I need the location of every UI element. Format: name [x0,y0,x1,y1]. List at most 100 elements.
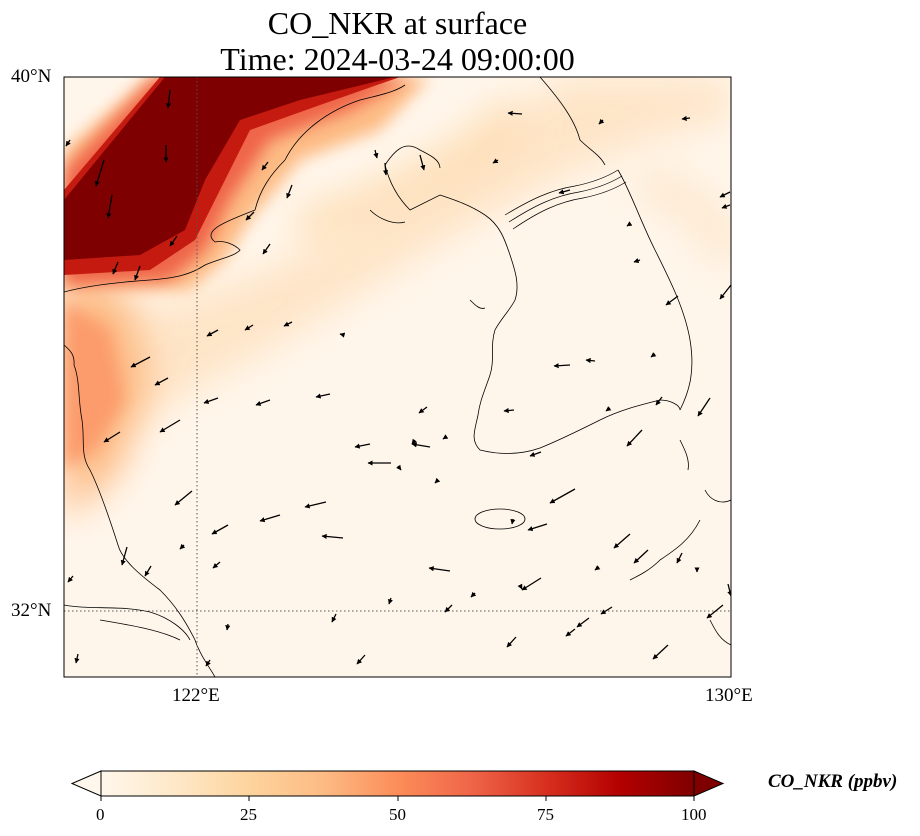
wind-vector [103,431,121,443]
wind-vector [259,514,281,523]
wind-vector [576,617,590,628]
wind-vector [600,606,613,615]
colorbar-tick-100: 100 [681,805,707,824]
wind-vector [356,654,366,665]
gridlines [64,77,731,677]
wind-vector [558,189,571,195]
wind-vector [373,149,379,159]
wind-vector [134,265,141,281]
wind-vector [598,118,605,125]
wind-vector [428,566,451,572]
wind-vector [626,221,633,227]
wind-vector [304,501,327,509]
wind-vector [419,154,426,171]
wind-vector [165,89,172,109]
wind-vector [492,158,499,164]
wind-vector [503,407,515,414]
wind-vector [553,363,571,369]
wind-vector [154,377,169,386]
wind-vector [721,203,731,209]
wind-vector [527,523,548,532]
lat-tick-40n: 40°N [11,66,52,87]
wind-vector [354,443,371,449]
colorbar [70,770,725,801]
wind-vector [283,321,293,327]
wind-vector [212,561,221,569]
wind-vector [655,396,663,406]
lon-tick-130e: 130°E [705,685,753,706]
wind-vector [388,597,393,605]
wind-vector [706,604,724,619]
wind-vector [315,393,331,399]
wind-vector [262,243,271,255]
wind-vector [652,644,669,660]
wind-vector [174,490,193,506]
wind-vector [205,659,211,667]
wind-vector [120,546,128,566]
colorbar-extend-min [70,770,102,797]
wind-vector [179,543,186,550]
wind-vector [697,397,711,417]
wind-vector [203,397,219,404]
wind-vector [169,235,178,247]
wind-vector [94,159,105,187]
wind-vector [633,258,641,263]
map-title: CO_NKR at surface [267,5,528,41]
wind-vector [339,332,346,338]
wind-vector [211,524,229,535]
wind-vector [444,604,453,613]
wind-vector [719,191,731,198]
wind-vector [67,575,74,583]
wind-vector [665,295,679,306]
wind-vector [112,261,119,275]
wind-vector [331,613,337,623]
wind-vector [130,356,151,368]
wind-vector [442,434,449,440]
wind-vector [411,442,431,448]
concentration-field [64,77,731,677]
wind-vector [605,406,612,412]
wind-vector [74,653,80,664]
wind-vector [159,419,181,433]
wind-vector [681,115,691,121]
colorbar-tick-0: 0 [96,805,105,824]
wind-vector [418,406,428,414]
colorbar-extend-max [693,770,725,797]
wind-vector [506,636,517,648]
wind-vector [650,352,657,358]
wind-vector [510,518,516,525]
colorbar-tick-75: 75 [537,805,554,824]
wind-vector [396,464,402,471]
wind-vector [434,477,441,484]
wind-vector [594,565,601,571]
wind-vector [255,399,271,406]
wind-vector [106,194,113,219]
wind-vector [626,429,643,447]
map-frame [63,76,732,678]
colorbar-label: CO_NKR (ppbv) [768,771,898,792]
wind-vector [719,284,731,300]
wind-vector [244,324,254,331]
colorbar-tick-25: 25 [240,805,257,824]
wind-vector [225,623,231,631]
coastlines [64,77,731,677]
wind-vector [517,583,523,590]
wind-vector [383,162,389,176]
wind-vector [470,591,477,598]
map-subtitle-time: Time: 2024-03-24 09:00:00 [220,41,575,77]
lon-tick-122e: 122°E [172,685,220,706]
wind-vector [565,628,576,637]
wind-vector [633,549,649,564]
wind-vector [521,577,542,591]
wind-vector [65,139,71,147]
lat-tick-32n: 32°N [11,600,52,621]
wind-vector [549,488,576,504]
wind-vector [286,184,293,199]
colorbar-tick-50: 50 [389,805,406,824]
wind-vector [245,211,255,221]
wind-vector [585,357,596,364]
wind-vector [144,565,152,577]
wind-vectors [65,89,731,667]
wind-vector [321,533,344,540]
